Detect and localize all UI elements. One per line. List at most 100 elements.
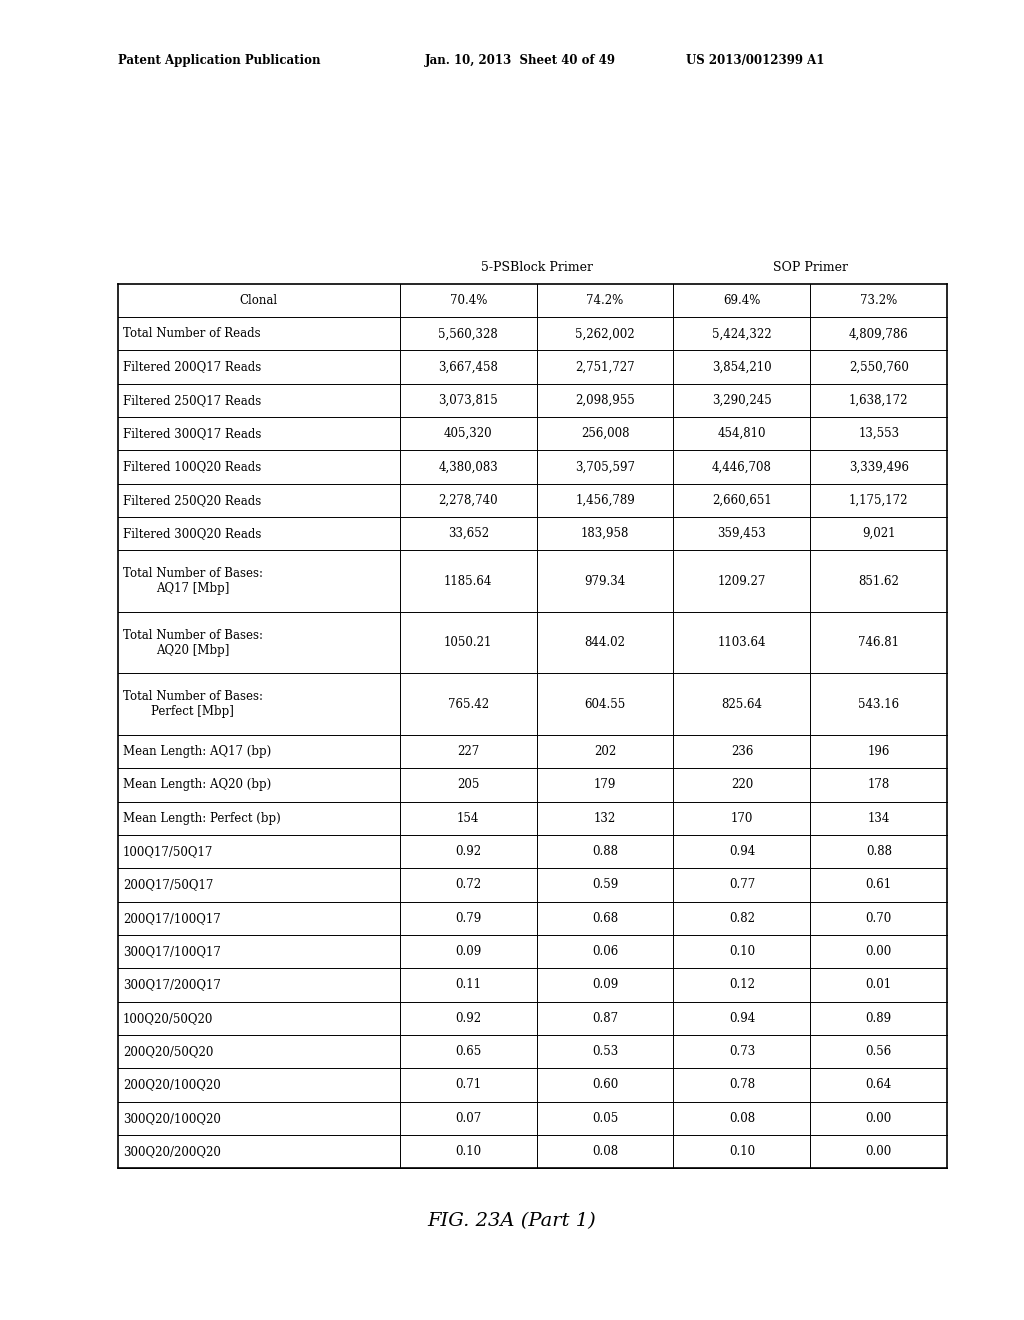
- Text: 4,809,786: 4,809,786: [849, 327, 908, 341]
- Text: 154: 154: [457, 812, 479, 825]
- Text: 73.2%: 73.2%: [860, 294, 897, 308]
- Text: 3,290,245: 3,290,245: [712, 393, 772, 407]
- Text: Total Number of Bases:
AQ17 [Mbp]: Total Number of Bases: AQ17 [Mbp]: [123, 568, 263, 595]
- Text: 300Q17/100Q17: 300Q17/100Q17: [123, 945, 221, 958]
- Text: 0.59: 0.59: [592, 878, 618, 891]
- Text: Filtered 300Q17 Reads: Filtered 300Q17 Reads: [123, 428, 261, 441]
- Text: Mean Length: AQ20 (bp): Mean Length: AQ20 (bp): [123, 779, 271, 792]
- Text: 0.12: 0.12: [729, 978, 755, 991]
- Text: 202: 202: [594, 744, 616, 758]
- Text: 0.78: 0.78: [729, 1078, 755, 1092]
- Text: 183,958: 183,958: [581, 527, 629, 540]
- Text: 0.10: 0.10: [729, 1144, 755, 1158]
- Text: 9,021: 9,021: [862, 527, 896, 540]
- Text: 74.2%: 74.2%: [587, 294, 624, 308]
- Text: Total Number of Bases:
Perfect [Mbp]: Total Number of Bases: Perfect [Mbp]: [123, 690, 263, 718]
- Text: 2,550,760: 2,550,760: [849, 360, 908, 374]
- Text: 0.00: 0.00: [865, 945, 892, 958]
- Text: 0.10: 0.10: [729, 945, 755, 958]
- Text: 2,751,727: 2,751,727: [575, 360, 635, 374]
- Text: 0.70: 0.70: [865, 912, 892, 925]
- Text: 359,453: 359,453: [718, 527, 766, 540]
- Text: 746.81: 746.81: [858, 636, 899, 649]
- Text: 70.4%: 70.4%: [450, 294, 486, 308]
- Text: 0.09: 0.09: [592, 978, 618, 991]
- Text: 3,667,458: 3,667,458: [438, 360, 498, 374]
- Text: 179: 179: [594, 779, 616, 792]
- Text: 2,098,955: 2,098,955: [575, 393, 635, 407]
- Text: 0.94: 0.94: [729, 1011, 755, 1024]
- Text: 4,446,708: 4,446,708: [712, 461, 772, 474]
- Text: 0.08: 0.08: [729, 1111, 755, 1125]
- Text: 0.60: 0.60: [592, 1078, 618, 1092]
- Text: 1,175,172: 1,175,172: [849, 494, 908, 507]
- Text: Filtered 300Q20 Reads: Filtered 300Q20 Reads: [123, 527, 261, 540]
- Text: 405,320: 405,320: [443, 428, 493, 441]
- Text: 0.88: 0.88: [865, 845, 892, 858]
- Text: US 2013/0012399 A1: US 2013/0012399 A1: [686, 54, 824, 67]
- Text: Patent Application Publication: Patent Application Publication: [118, 54, 321, 67]
- Text: 33,652: 33,652: [447, 527, 488, 540]
- Text: 170: 170: [731, 812, 753, 825]
- Text: 300Q17/200Q17: 300Q17/200Q17: [123, 978, 221, 991]
- Text: 13,553: 13,553: [858, 428, 899, 441]
- Text: 200Q17/50Q17: 200Q17/50Q17: [123, 878, 213, 891]
- Text: 765.42: 765.42: [447, 698, 488, 710]
- Text: Filtered 200Q17 Reads: Filtered 200Q17 Reads: [123, 360, 261, 374]
- Text: 4,380,083: 4,380,083: [438, 461, 498, 474]
- Text: 200Q20/50Q20: 200Q20/50Q20: [123, 1045, 213, 1059]
- Text: 100Q20/50Q20: 100Q20/50Q20: [123, 1011, 213, 1024]
- Text: 205: 205: [457, 779, 479, 792]
- Text: 0.53: 0.53: [592, 1045, 618, 1059]
- Text: 0.92: 0.92: [455, 1011, 481, 1024]
- Text: 0.89: 0.89: [865, 1011, 892, 1024]
- Text: 844.02: 844.02: [585, 636, 626, 649]
- Text: 1,456,789: 1,456,789: [575, 494, 635, 507]
- Text: SOP Primer: SOP Primer: [773, 261, 848, 273]
- Text: Filtered 100Q20 Reads: Filtered 100Q20 Reads: [123, 461, 261, 474]
- Text: 0.77: 0.77: [729, 878, 755, 891]
- Text: 1,638,172: 1,638,172: [849, 393, 908, 407]
- Text: 2,278,740: 2,278,740: [438, 494, 498, 507]
- Text: 300Q20/100Q20: 300Q20/100Q20: [123, 1111, 221, 1125]
- Text: 3,339,496: 3,339,496: [849, 461, 908, 474]
- Text: 0.00: 0.00: [865, 1144, 892, 1158]
- Text: 196: 196: [867, 744, 890, 758]
- Text: Filtered 250Q20 Reads: Filtered 250Q20 Reads: [123, 494, 261, 507]
- Text: 0.10: 0.10: [455, 1144, 481, 1158]
- Text: 604.55: 604.55: [585, 698, 626, 710]
- Text: 256,008: 256,008: [581, 428, 630, 441]
- Text: 0.00: 0.00: [865, 1111, 892, 1125]
- Text: 100Q17/50Q17: 100Q17/50Q17: [123, 845, 213, 858]
- Text: 0.05: 0.05: [592, 1111, 618, 1125]
- Text: 0.11: 0.11: [456, 978, 481, 991]
- Text: FIG. 23A (Part 1): FIG. 23A (Part 1): [428, 1212, 596, 1230]
- Text: 0.68: 0.68: [592, 912, 618, 925]
- Text: 0.65: 0.65: [455, 1045, 481, 1059]
- Text: 543.16: 543.16: [858, 698, 899, 710]
- Text: 5-PSBlock Primer: 5-PSBlock Primer: [480, 261, 593, 273]
- Text: Total Number of Bases:
AQ20 [Mbp]: Total Number of Bases: AQ20 [Mbp]: [123, 628, 263, 656]
- Text: 0.08: 0.08: [592, 1144, 618, 1158]
- Text: 979.34: 979.34: [585, 574, 626, 587]
- Text: 132: 132: [594, 812, 616, 825]
- Text: Total Number of Reads: Total Number of Reads: [123, 327, 260, 341]
- Text: 1209.27: 1209.27: [718, 574, 766, 587]
- Text: 0.64: 0.64: [865, 1078, 892, 1092]
- Text: 0.82: 0.82: [729, 912, 755, 925]
- Text: 0.72: 0.72: [455, 878, 481, 891]
- Text: 5,262,002: 5,262,002: [575, 327, 635, 341]
- Text: 0.61: 0.61: [865, 878, 892, 891]
- Text: 5,424,322: 5,424,322: [712, 327, 772, 341]
- Text: 0.07: 0.07: [455, 1111, 481, 1125]
- Text: 2,660,651: 2,660,651: [712, 494, 772, 507]
- Text: 3,854,210: 3,854,210: [712, 360, 772, 374]
- Text: 227: 227: [457, 744, 479, 758]
- Text: 69.4%: 69.4%: [723, 294, 761, 308]
- Text: Filtered 250Q17 Reads: Filtered 250Q17 Reads: [123, 393, 261, 407]
- Text: 851.62: 851.62: [858, 574, 899, 587]
- Text: 0.73: 0.73: [729, 1045, 755, 1059]
- Text: 3,073,815: 3,073,815: [438, 393, 498, 407]
- Text: 236: 236: [731, 744, 753, 758]
- Text: Jan. 10, 2013  Sheet 40 of 49: Jan. 10, 2013 Sheet 40 of 49: [425, 54, 616, 67]
